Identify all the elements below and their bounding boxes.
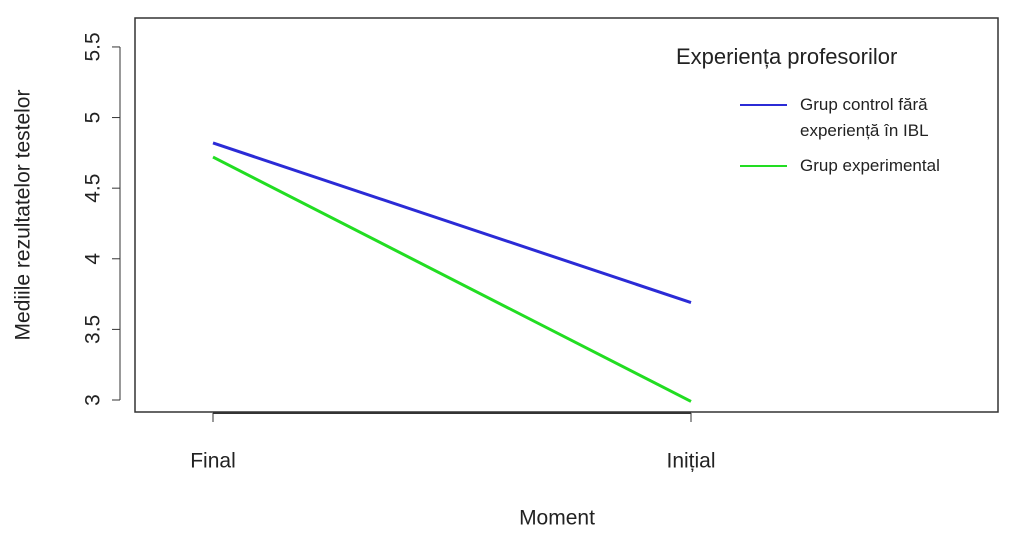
x-axis-label: Moment — [519, 507, 595, 530]
x-tick-label: Inițial — [666, 450, 715, 473]
x-tick-label: Final — [190, 450, 236, 473]
y-tick-label: 3.5 — [82, 315, 105, 344]
legend-title: Experiența profesorilor — [676, 44, 898, 69]
y-tick-label: 4 — [82, 253, 105, 265]
legend-label: Grup control fără experiență în IBL — [800, 95, 929, 140]
legend-label: Grup experimental — [800, 156, 940, 175]
y-tick-label: 5.5 — [82, 32, 105, 61]
y-tick-label: 4.5 — [82, 174, 105, 203]
series-line — [212, 141, 692, 304]
y-axis-label: Mediile rezultatelor testelor — [12, 90, 35, 341]
y-tick-label: 5 — [82, 112, 105, 124]
series-line — [212, 155, 692, 403]
y-tick-label: 3 — [82, 394, 105, 406]
plot-box — [134, 17, 999, 413]
